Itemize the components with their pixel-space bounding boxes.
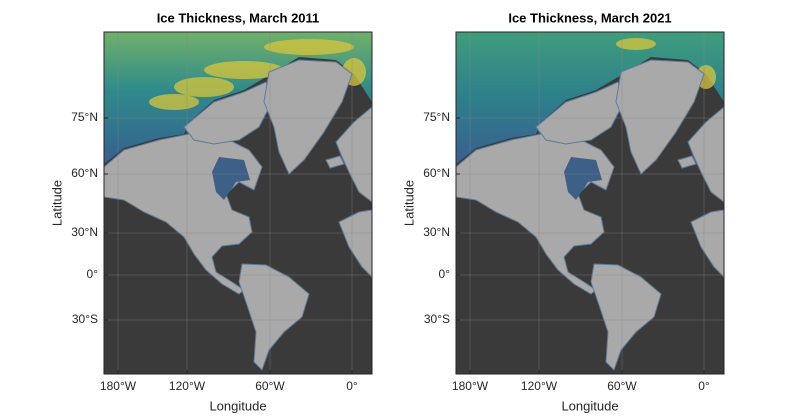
map-panel: Ice Thickness, March 2021 180°W 120°W 60°W 0… [401,10,725,413]
map-frame [103,31,373,375]
landmass [615,59,705,175]
y-axis-label: Latitude [49,180,64,226]
thick-ice [204,61,284,79]
landmass [335,105,373,204]
x-axis-label: Longitude [209,398,266,413]
map-title: Ice Thickness, March 2011 [157,10,320,25]
y-axis-label: Latitude [401,180,416,226]
y-tick-label: 0° [439,267,451,281]
landmass [677,155,697,169]
x-tick-label: 0° [346,379,358,393]
landmass [325,155,345,169]
landmass [183,81,273,145]
landmass [687,105,725,204]
x-tick-label: 180°W [452,379,489,393]
map-frame [455,31,725,375]
y-tick-label: 30°S [424,312,450,326]
thick-ice [616,38,656,50]
map-panel: Ice Thickness, March 2011 180°W 120°W 60°W 0… [49,10,373,413]
thick-ice [149,94,199,110]
landmass [535,81,625,145]
x-tick-label: 120°W [169,379,206,393]
landmass [238,263,310,371]
y-tick-label: 30°N [71,225,98,239]
x-tick-label: 60°W [607,379,637,393]
y-tick-label: 30°S [72,312,98,326]
y-tick-label: 60°N [423,166,450,180]
bay [564,157,602,200]
landmass [590,263,662,371]
thick-ice [174,77,234,97]
x-axis-label: Longitude [561,398,618,413]
thick-ice [264,39,354,55]
x-tick-label: 120°W [521,379,558,393]
x-tick-label: 180°W [100,379,137,393]
map-title: Ice Thickness, March 2021 [508,10,671,25]
sea-ice [456,32,724,164]
y-tick-label: 75°N [71,110,98,124]
landmass [263,59,353,175]
x-tick-label: 0° [698,379,710,393]
y-tick-label: 0° [87,267,99,281]
y-tick-label: 30°N [423,225,450,239]
y-tick-label: 60°N [71,166,98,180]
y-tick-label: 75°N [423,110,450,124]
x-tick-label: 60°W [255,379,285,393]
bay [212,157,250,200]
sea-ice [104,32,372,164]
